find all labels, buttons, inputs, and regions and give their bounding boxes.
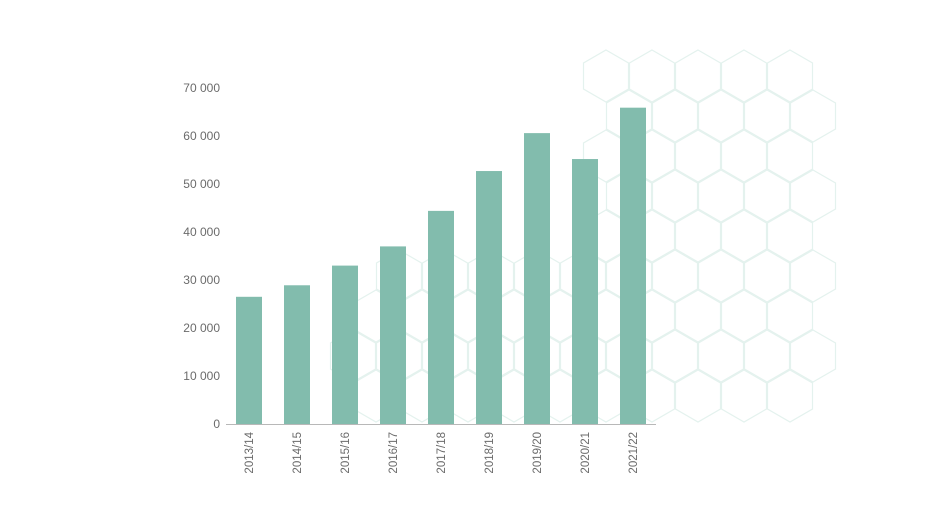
y-tick-label: 70 000 bbox=[183, 81, 220, 95]
hexagon-decoration bbox=[651, 169, 699, 223]
hexagon-decoration bbox=[720, 289, 768, 343]
y-tick-label: 0 bbox=[213, 417, 220, 431]
y-tick-label: 50 000 bbox=[183, 177, 220, 191]
bar-2018-19 bbox=[476, 171, 502, 424]
hexagon-decoration bbox=[766, 369, 814, 423]
bar-2015-16 bbox=[332, 265, 358, 424]
bar-2020-21 bbox=[572, 159, 598, 425]
hexagon-decoration bbox=[674, 49, 722, 103]
hexagon-decoration bbox=[651, 329, 699, 383]
hexagon-decoration bbox=[582, 49, 630, 103]
hexagon-decoration bbox=[789, 169, 837, 223]
hexagon-decoration bbox=[743, 169, 791, 223]
x-category-label: 2021/22 bbox=[628, 432, 640, 474]
hexagon-decoration bbox=[697, 329, 745, 383]
hexagon-decoration bbox=[743, 89, 791, 143]
y-tick-label: 20 000 bbox=[183, 321, 220, 335]
x-axis-labels: 2013/14 2014/15 2015/16 2016/17 2017/18 2018/… bbox=[244, 431, 640, 473]
bar-2016-17 bbox=[380, 246, 406, 424]
x-category-label: 2016/17 bbox=[388, 432, 400, 474]
x-category-label: 2020/21 bbox=[580, 432, 592, 474]
hexagon-decoration bbox=[720, 209, 768, 263]
hexagon-decoration bbox=[697, 89, 745, 143]
hexagon-decoration bbox=[789, 249, 837, 303]
x-category-label: 2013/14 bbox=[244, 431, 256, 473]
x-category-label: 2017/18 bbox=[436, 432, 448, 474]
hexagon-decoration bbox=[789, 329, 837, 383]
hexagon-decoration bbox=[720, 369, 768, 423]
bar-2021-22 bbox=[620, 107, 646, 425]
hexagon-decoration bbox=[720, 129, 768, 183]
y-tick-label: 30 000 bbox=[183, 273, 220, 287]
bar-2017-18 bbox=[428, 210, 454, 424]
bar-2013-14 bbox=[236, 296, 262, 424]
hexagon-decoration bbox=[628, 49, 676, 103]
x-category-label: 2015/16 bbox=[340, 432, 352, 474]
hexagon-decoration bbox=[651, 249, 699, 303]
y-tick-label: 10 000 bbox=[183, 369, 220, 383]
hexagon-decoration bbox=[674, 209, 722, 263]
bars bbox=[236, 107, 646, 425]
hexagon-decoration bbox=[766, 129, 814, 183]
hexagon-decoration bbox=[674, 129, 722, 183]
bar-2014-15 bbox=[284, 285, 310, 424]
hexagon-decoration bbox=[674, 289, 722, 343]
hexagon-decoration bbox=[766, 49, 814, 103]
hexagon-decoration bbox=[651, 89, 699, 143]
bar-2019-20 bbox=[524, 133, 550, 424]
y-axis-ticks: 0 10 000 20 000 30 000 40 000 50 000 60 000 70 … bbox=[183, 81, 220, 431]
x-category-label: 2018/19 bbox=[484, 432, 496, 474]
hexagon-decoration bbox=[720, 49, 768, 103]
y-tick-label: 60 000 bbox=[183, 129, 220, 143]
hexagon-decoration bbox=[789, 89, 837, 143]
y-tick-label: 40 000 bbox=[183, 225, 220, 239]
hexagon-decoration bbox=[766, 289, 814, 343]
x-category-label: 2014/15 bbox=[292, 432, 304, 474]
hexagon-decoration bbox=[697, 169, 745, 223]
x-category-label: 2019/20 bbox=[532, 432, 544, 474]
hexagon-decoration bbox=[766, 209, 814, 263]
hexagon-decoration bbox=[674, 369, 722, 423]
hexagon-decoration bbox=[743, 249, 791, 303]
hexagon-decoration bbox=[697, 249, 745, 303]
hexagon-decoration bbox=[743, 329, 791, 383]
